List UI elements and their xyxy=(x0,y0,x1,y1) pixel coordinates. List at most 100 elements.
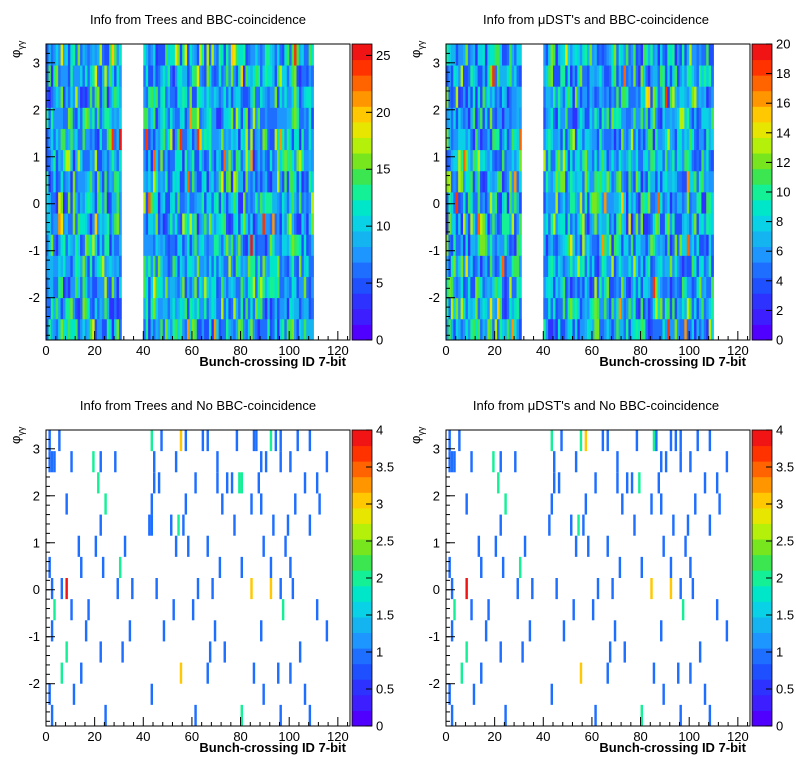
heatmap-cell xyxy=(92,128,96,151)
y-axis-label-base: φ xyxy=(8,436,23,444)
heatmap-cell xyxy=(242,107,246,129)
heatmap-cell xyxy=(725,620,729,642)
heatmap-cell xyxy=(84,276,88,299)
heatmap-cell xyxy=(548,170,551,193)
heatmap-cell xyxy=(308,192,312,214)
heatmap-cell xyxy=(599,149,603,172)
heatmap-cell xyxy=(460,255,464,277)
color-bar-segment xyxy=(752,523,772,540)
heatmap-cell xyxy=(463,170,466,193)
heatmap-cell xyxy=(606,192,610,214)
heatmap-cell xyxy=(706,234,710,256)
heatmap-cell xyxy=(63,128,66,151)
heatmap-cell xyxy=(116,128,120,151)
heatmap-cell xyxy=(470,213,474,235)
heatmap-cell xyxy=(565,149,568,172)
heatmap-cell xyxy=(189,86,193,108)
heatmap-cell xyxy=(577,192,581,214)
heatmap-cell xyxy=(591,599,595,621)
heatmap-cell xyxy=(455,318,459,341)
heatmap-cell xyxy=(65,65,69,87)
heatmap-cell xyxy=(463,65,466,87)
heatmap-cell xyxy=(467,149,471,172)
heatmap-cell xyxy=(162,107,166,129)
heatmap-cell xyxy=(635,192,639,214)
heatmap-cell xyxy=(504,493,507,515)
heatmap-cell xyxy=(465,578,468,600)
heatmap-cell xyxy=(174,255,178,277)
heatmap-cell xyxy=(514,170,517,193)
heatmap-cell xyxy=(613,149,617,172)
heatmap-cell xyxy=(150,44,154,66)
heatmap-cell xyxy=(499,514,502,536)
heatmap-cell xyxy=(601,213,605,235)
heatmap-cell xyxy=(148,170,151,193)
heatmap-cell xyxy=(257,255,261,277)
heatmap-cell xyxy=(111,318,115,341)
heatmap-cell xyxy=(118,44,122,66)
heatmap-cell xyxy=(560,255,564,277)
heatmap-cell xyxy=(255,213,258,235)
heatmap-cell xyxy=(101,86,105,108)
heatmap-cell xyxy=(599,276,603,299)
heatmap-cell xyxy=(291,65,295,87)
heatmap-cell xyxy=(80,662,83,684)
heatmap-cell xyxy=(543,276,547,299)
heatmap-cell xyxy=(684,192,688,214)
heatmap-cell xyxy=(650,86,654,108)
heatmap-cell xyxy=(257,107,261,129)
heatmap-cell xyxy=(286,255,290,277)
heatmap-cell xyxy=(116,149,120,172)
heatmap-cell xyxy=(516,128,520,151)
heatmap-cell xyxy=(50,86,54,108)
heatmap-cell xyxy=(97,86,100,108)
heatmap-cell xyxy=(570,255,573,277)
heatmap-cell xyxy=(579,276,583,299)
heatmap-cell xyxy=(475,149,479,172)
heatmap-cell xyxy=(160,276,164,299)
heatmap-cell xyxy=(548,86,551,108)
heatmap-cell xyxy=(306,149,310,172)
heatmap-cell xyxy=(191,128,195,151)
color-bar-segment xyxy=(352,308,372,325)
heatmap-cell xyxy=(187,128,190,151)
heatmap-cell xyxy=(669,149,673,172)
x-tick-label: 0 xyxy=(442,343,449,358)
heatmap-cell xyxy=(55,128,59,151)
x-axis-label: Bunch-crossing ID 7-bit xyxy=(199,354,346,369)
heatmap-cell xyxy=(606,255,610,277)
heatmap-cell xyxy=(153,451,156,473)
heatmap-cell xyxy=(606,297,610,320)
heatmap-cell xyxy=(463,255,466,277)
heatmap-cell xyxy=(94,149,98,172)
heatmap-cell xyxy=(633,276,637,299)
heatmap-cell xyxy=(562,149,566,172)
heatmap-cell xyxy=(591,149,595,172)
heatmap-cell xyxy=(577,65,581,87)
heatmap-cell xyxy=(582,149,586,172)
heatmap-cell xyxy=(262,86,266,108)
heatmap-cell xyxy=(579,318,583,341)
heatmap-cell xyxy=(206,86,210,108)
heatmap-cell xyxy=(204,255,207,277)
heatmap-cell xyxy=(616,255,620,277)
heatmap-cell xyxy=(662,107,666,129)
heatmap-cell xyxy=(104,107,108,129)
heatmap-cell xyxy=(660,65,663,87)
heatmap-cell xyxy=(257,297,261,320)
heatmap-cell xyxy=(218,149,222,172)
heatmap-cell xyxy=(652,213,656,235)
heatmap-cell xyxy=(625,234,629,256)
heatmap-cell xyxy=(269,107,273,129)
heatmap-cell xyxy=(625,65,629,87)
heatmap-cell xyxy=(677,318,680,341)
heatmap-cell xyxy=(255,255,258,277)
x-axis-label: Bunch-crossing ID 7-bit xyxy=(599,740,746,755)
heatmap-cell xyxy=(506,234,510,256)
heatmap-cell xyxy=(99,213,103,235)
heatmap-cell xyxy=(189,318,193,341)
heatmap-cell xyxy=(608,107,612,129)
heatmap-cell xyxy=(277,86,280,108)
heatmap-cell xyxy=(206,297,210,320)
heatmap-cell xyxy=(281,86,285,108)
